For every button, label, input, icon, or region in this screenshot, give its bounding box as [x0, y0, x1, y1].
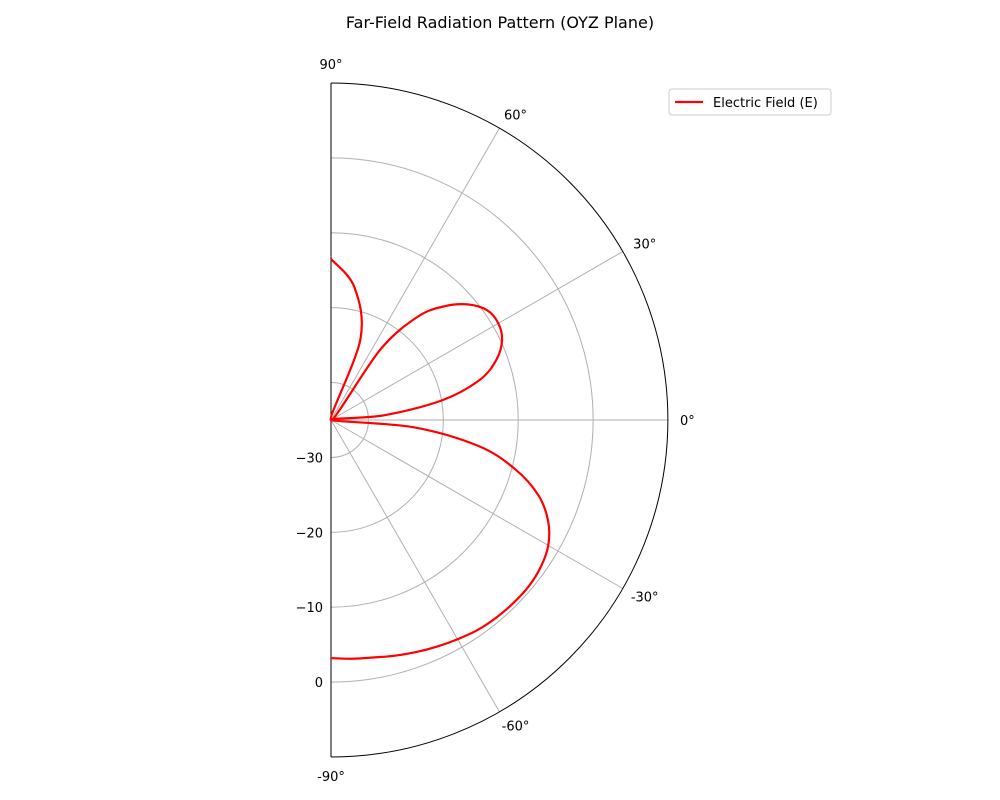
chart-title: Far-Field Radiation Pattern (OYZ Plane) [346, 13, 654, 32]
polar-grid [330, 82, 669, 758]
angular-gridline [330, 419, 624, 589]
legend: Electric Field (E) [668, 88, 832, 116]
angle-tick-label: -60° [502, 720, 530, 735]
outer-arc [330, 82, 669, 758]
radial-tick-label: −20 [296, 526, 323, 541]
radial-tick-label: −10 [296, 601, 323, 616]
angle-tick-label: 0° [680, 414, 695, 429]
series-layer [329, 258, 551, 660]
angle-tick-label: -30° [631, 591, 659, 606]
angle-tick-label: 90° [319, 58, 342, 73]
series-line-0 [329, 258, 551, 660]
angle-tick-label: -90° [317, 770, 345, 785]
angular-gridline [330, 419, 500, 713]
angle-tick-label: 60° [504, 108, 527, 123]
legend-label: Electric Field (E) [713, 96, 818, 111]
angular-gridline [330, 127, 500, 421]
angle-tick-label: 30° [633, 238, 656, 253]
radial-tick-label: 0 [315, 676, 323, 691]
tick-labels: 90° 60° 30° 0° -30° -60° -90° −30 −20 −10 0 [296, 58, 695, 785]
angular-gridline [330, 251, 624, 421]
radial-tick-label: −30 [296, 451, 323, 466]
legend-box [668, 88, 832, 116]
